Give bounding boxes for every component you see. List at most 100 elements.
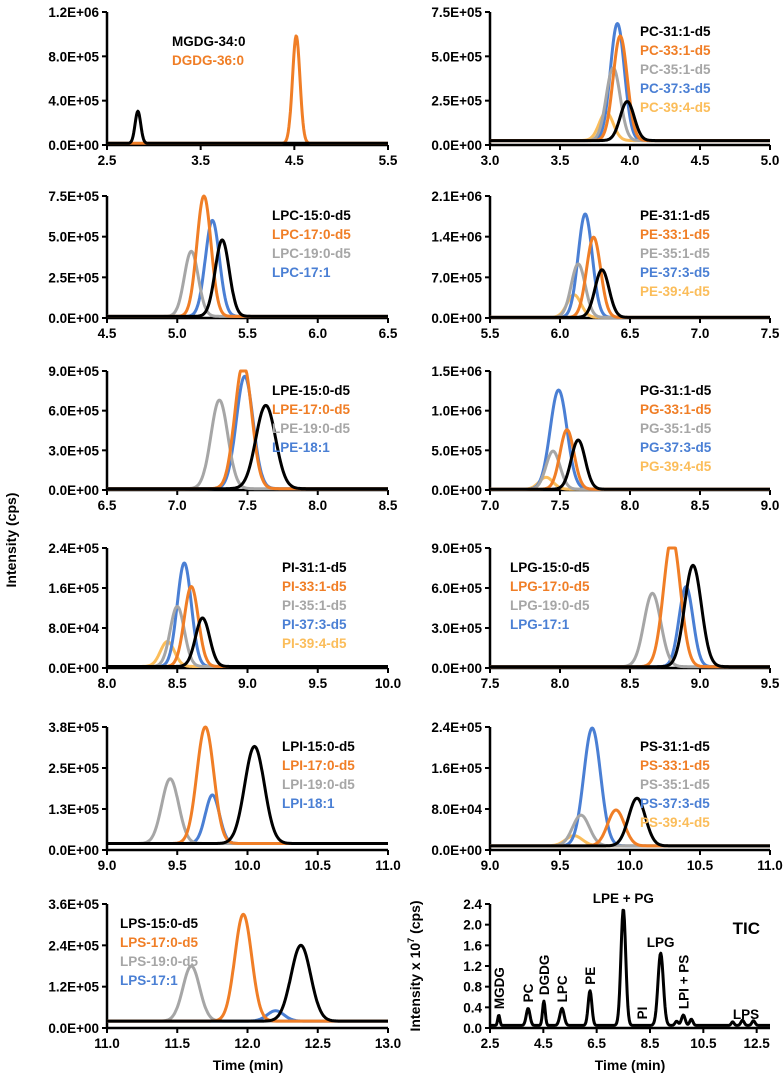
legend-entry: PI-39:4-d5 [282, 636, 347, 651]
y-tick-label: 7.5E+05 [48, 189, 99, 204]
legend-entry: LPG-17:1 [510, 617, 570, 632]
y-tick-label: 3.0E+05 [48, 443, 99, 458]
peak-annotation: LPE + PG [593, 891, 654, 906]
legend-entry: LPE-18:1 [272, 440, 330, 455]
y-tick-label: 0.8 [463, 980, 482, 995]
legend-entry: PG-39:4-d5 [640, 459, 712, 474]
legend-entry: PS-37:3-d5 [640, 796, 710, 811]
x-tick-label: 10.0 [617, 858, 643, 873]
series-line-lpi-18-1 [106, 793, 389, 845]
y-tick-label: 7.0E+05 [431, 270, 482, 285]
series-line-pg-33-1-d5 [489, 428, 771, 491]
x-tick-label: 5.5 [238, 326, 257, 341]
legend-entry: PC-35:1-d5 [640, 62, 711, 77]
y-tick-label: 4.0E+05 [48, 94, 99, 109]
legend-entry: LPC-17:0-d5 [272, 227, 351, 242]
x-tick-label: 5.5 [481, 326, 500, 341]
panel-ps: 0.0E+00 8.0E+04 1.6E+05 2.4E+05 9.0 9.5 10.0 10… [431, 720, 782, 873]
x-tick-label: 6.5 [621, 326, 640, 341]
series-line-lps-15-0-d5 [106, 943, 389, 1023]
legend-entry: PC-37:3-d5 [640, 81, 711, 96]
y-tick-label: 3.8E+05 [48, 720, 99, 735]
peak-annotation: LPS [733, 1007, 759, 1022]
x-tick-label: 8.0 [308, 498, 327, 513]
x-tick-label: 8.0 [98, 676, 117, 691]
peak-annotation: PC [521, 983, 536, 1002]
y-tick-label: 0.0E+00 [48, 483, 99, 498]
x-tick-label: 10.5 [305, 858, 332, 873]
x-tick-label: 10.0 [234, 858, 260, 873]
x-tick-label: 7.0 [691, 326, 710, 341]
x-tick-label: 7.5 [761, 326, 780, 341]
series-line-lpi-15-0-d5 [106, 744, 389, 845]
series-line-pc-37-3-d5 [489, 22, 771, 143]
panel-lpg: 0.0E+00 3.0E+05 6.0E+05 9.0E+05 7.5 8.0 8.5 9.0… [431, 541, 780, 691]
x-tick-label: 11.0 [94, 1036, 120, 1051]
legend-entry: PE-33:1-d5 [640, 227, 710, 242]
y-tick-label: 2.4 [463, 897, 482, 912]
x-tick-label: 5.5 [379, 153, 398, 168]
x-tick-label: 6.0 [308, 326, 327, 341]
y-tick-label: 0.0E+00 [48, 138, 99, 153]
x-tick-label: 12.5 [744, 1036, 771, 1051]
x-tick-label: 7.0 [168, 498, 187, 513]
legend-entry: LPC-17:1 [272, 265, 331, 280]
y-tick-label: 1.4E+06 [431, 230, 482, 245]
panel-tic: 0.0 0.4 0.8 1.2 1.6 2.0 2.4 2.5 4.5 6.5 8.5 10.5 12.… [406, 891, 771, 1051]
x-tick-label: 9.0 [481, 858, 500, 873]
x-tick-label: 5.0 [761, 153, 780, 168]
tic-title: TIC [733, 919, 760, 938]
x-tick-label: 6.5 [379, 326, 398, 341]
x-tick-label: 10.5 [687, 858, 714, 873]
y-tick-label: 2.1E+06 [431, 189, 482, 204]
y-tick-label: 2.4E+05 [48, 938, 99, 953]
series-line-pc-31-1-d5 [489, 100, 771, 143]
series-line-lpe-15-0-d5 [106, 403, 389, 491]
x-tick-label: 8.0 [551, 676, 570, 691]
panel-lpc: 0.0E+00 2.5E+05 5.0E+05 7.5E+05 4.5 5.0 5.5 6.0… [48, 189, 398, 341]
panel-mgdg: 0.0E+00 4.0E+05 8.0E+05 1.2E+06 2.5 3.5 4.5 5.5… [48, 5, 398, 168]
x-tick-label: 4.5 [98, 326, 117, 341]
series-line-pi-31-1-d5 [106, 616, 389, 668]
legend-entry: LPE-17:0-d5 [272, 402, 351, 417]
legend-entry: PG-35:1-d5 [640, 421, 712, 436]
x-tick-label: 3.0 [481, 153, 500, 168]
series-line-pe-35-1-d5 [489, 262, 771, 319]
y-tick-label: 2.5E+05 [48, 270, 99, 285]
y-tick-label: 9.0E+05 [431, 541, 482, 556]
peak-annotation: LPC [555, 975, 570, 1002]
x-tick-label: 7.5 [481, 676, 500, 691]
series-line-pe-31-1-d5 [489, 268, 771, 319]
y-tick-label: 7.5E+05 [431, 5, 482, 20]
legend-entry: LPG-17:0-d5 [510, 579, 590, 594]
legend-entry: LPS-19:0-d5 [120, 954, 199, 969]
panel-pg: 0.0E+00 5.0E+05 1.0E+06 1.5E+06 7.0 7.5 8.0 8.5… [431, 364, 779, 513]
legend-entry: LPC-15:0-d5 [272, 208, 351, 223]
legend-entry: LPS-17:1 [120, 973, 178, 988]
x-tick-label: 11.0 [375, 858, 401, 873]
series-line-pg-37-3-d5 [489, 388, 771, 491]
x-tick-label: 2.5 [481, 1036, 500, 1051]
y-tick-label: 1.3E+05 [48, 802, 99, 817]
x-tick-label: 11.5 [164, 1036, 190, 1051]
y-tick-label: 0.0E+00 [431, 843, 482, 858]
y-tick-label: 5.0E+05 [431, 49, 482, 64]
y-tick-label: 0.0E+00 [431, 311, 482, 326]
series-line-tic [489, 908, 771, 1027]
peak-annotation: PE [583, 967, 598, 985]
legend-entry: LPI-19:0-d5 [282, 777, 355, 792]
legend-entry: PE-35:1-d5 [640, 246, 710, 261]
legend-entry: PC-31:1-d5 [640, 24, 711, 39]
y-tick-label: 0.0E+00 [431, 138, 482, 153]
x-tick-label: 6.5 [587, 1036, 606, 1051]
x-tick-label: 11.0 [757, 858, 783, 873]
x-tick-label: 9.5 [551, 858, 570, 873]
series-line-lps-17-1 [106, 1009, 389, 1023]
y-tick-label: 1.6E+05 [431, 761, 482, 776]
y-tick-label: 0.0 [463, 1021, 482, 1036]
legend-entry: PS-33:1-d5 [640, 758, 710, 773]
series-line-dgdg-36-0 [106, 34, 389, 145]
legend-entry: PS-39:4-d5 [640, 815, 710, 830]
